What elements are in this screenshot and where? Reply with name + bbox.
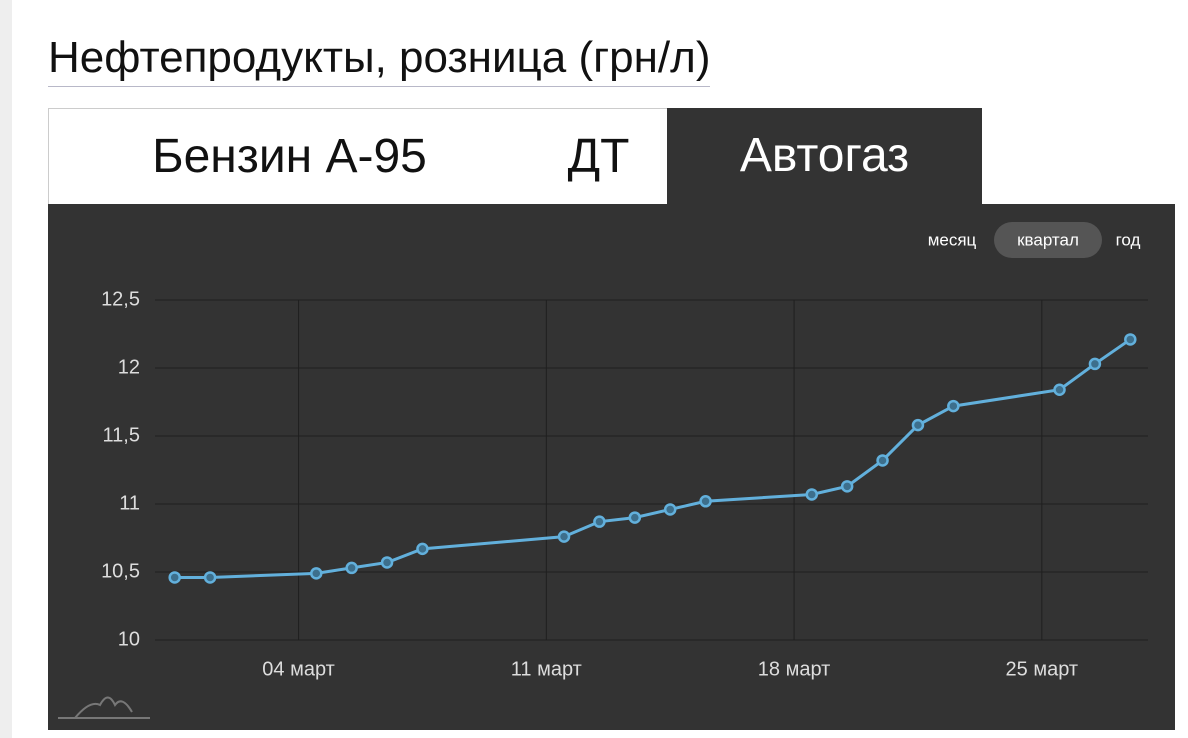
range-button-active[interactable]: квартал [1017,230,1079,249]
x-tick-label: 25 март [1006,658,1079,680]
page-title: Нефтепродукты, розница (грн/л) [48,30,711,87]
point [628,511,642,524]
point [699,495,712,508]
point [1088,357,1102,371]
point [203,571,217,584]
point [1124,333,1137,346]
range-button[interactable]: год [1116,230,1141,249]
x-tick-label: 04 март [262,658,335,680]
point [380,556,394,569]
y-tick-label: 10,5 [101,560,140,582]
point [593,515,606,528]
range-button[interactable]: месяц [928,230,977,249]
side-strip [0,0,12,738]
point [168,571,181,584]
tab-active[interactable]: Автогаз [667,108,982,204]
x-tick-label: 11 март [511,658,582,680]
logo [58,696,150,719]
range-pill [994,222,1102,258]
point [663,503,677,516]
point [416,542,429,556]
chart-panel [48,204,1175,730]
point [876,454,889,467]
point [911,418,925,432]
point [1053,383,1066,397]
point [310,567,323,580]
point [805,488,819,501]
point [345,561,358,575]
y-tick-label: 11 [119,492,140,514]
point [840,480,854,493]
point [947,399,960,413]
x-tick-label: 18 март [758,658,831,680]
y-tick-label: 12 [118,356,140,378]
y-tick-label: 10 [118,628,140,650]
tab[interactable]: ДТ [530,108,668,204]
y-tick-label: 12,5 [101,288,140,310]
tab[interactable]: Бензин А-95 [48,108,531,204]
point [557,530,571,543]
y-tick-label: 11,5 [103,424,140,446]
